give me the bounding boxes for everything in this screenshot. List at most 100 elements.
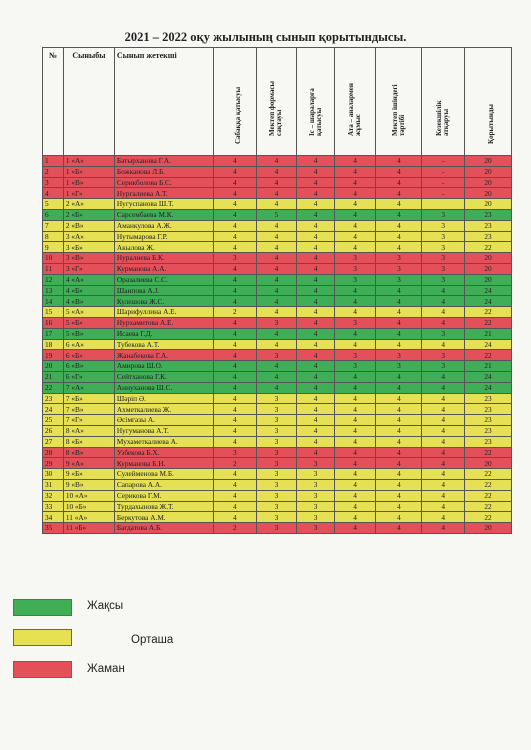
class-name: 10 «Б» [62,500,115,513]
row-number: 7 [42,219,64,232]
table-row: 17 5 «В» Исаева Г.Д. 4 4 4 4 4 3 21 [42,327,512,340]
class-name: 8 «А» [62,424,115,437]
total-score: 24 [464,338,512,351]
parents-score: 4 [333,284,377,297]
table-row: 21 6 «Г» Сейтханова Г.К. 4 4 4 4 4 4 24 [42,370,512,383]
total-score: 20 [464,176,512,189]
class-name: 9 «Б» [62,468,115,480]
attendance-score: 4 [212,176,257,189]
uniform-score: 4 [255,360,298,372]
attendance-score: 4 [212,327,257,340]
events-score: 4 [296,435,335,448]
table-row: 20 6 «В» Амирова Ш.О. 4 4 4 3 3 3 21 [42,360,512,372]
class-name: 4 «Б» [62,284,115,297]
attendance-score: 4 [212,241,257,254]
total-score: 23 [464,424,512,437]
duty-score: 4 [421,468,466,480]
total-score: 22 [464,349,512,362]
teacher-name: Аманкулова А.Ж. [113,219,214,232]
uniform-score: 4 [255,338,298,351]
duty-score: 3 [421,252,466,264]
duty-score: 3 [421,327,466,340]
duty-score: 4 [421,424,466,437]
row-number: 20 [42,360,64,372]
attendance-score: 4 [212,424,257,437]
attendance-score: 4 [212,198,257,210]
header-attendance: Сабаққа қатысуы [212,47,257,156]
parents-score: 4 [333,338,377,351]
uniform-score: 4 [255,165,298,178]
parents-score: 4 [333,457,377,470]
events-score: 4 [296,306,335,318]
total-score: 20 [464,165,512,178]
uniform-score: 4 [255,187,298,200]
parents-score: 4 [333,392,377,405]
class-name: 8 «Б» [62,435,115,448]
class-name: 4 «А» [62,273,115,286]
parents-score: 4 [333,219,377,232]
duty-score: 4 [421,511,466,524]
events-score: 3 [296,511,335,524]
header-events: Іс – шараларға қатысуы [296,47,335,156]
attendance-score: 3 [212,252,257,264]
duty-score: 3 [421,262,466,275]
table-row: 27 8 «Б» Мухаметкалиева А. 4 3 4 4 4 4 23 [42,435,512,448]
class-name: 2 «А» [62,198,115,210]
attendance-score: 2 [212,522,257,534]
attendance-score: 4 [212,284,257,297]
events-score: 3 [296,489,335,502]
class-name: 6 «А» [62,338,115,351]
parents-score: 3 [333,262,377,275]
teacher-name: Божканова Л.Б. [113,165,214,178]
teacher-name: Нургалиева А.Т. [113,187,214,200]
uniform-score: 4 [255,176,298,189]
total-score: 20 [464,187,512,200]
order-score: 4 [375,241,423,254]
parents-score: 4 [333,165,377,178]
parents-score: 3 [333,349,377,362]
uniform-score: 4 [255,219,298,232]
parents-score: 4 [333,155,377,167]
uniform-score: 3 [255,446,298,459]
attendance-score: 4 [212,370,257,383]
teacher-name: Нуралиева Б.К. [113,252,214,264]
order-score: 4 [375,446,423,459]
order-score: 4 [375,522,423,534]
total-score: 23 [464,208,512,221]
summary-table: № Сыныбы Сынып жетекші Сабаққа қатысуы М… [42,47,512,534]
teacher-name: Курманова А.А. [113,262,214,275]
parents-score: 4 [333,306,377,318]
events-score: 3 [296,457,335,470]
events-score: 4 [296,327,335,340]
total-score: 22 [464,489,512,502]
class-name: 10 «А» [62,489,115,502]
duty-score: 4 [421,489,466,502]
duty-score: 3 [421,230,466,243]
teacher-name: Әсімгазы А. [113,414,214,426]
total-score: 24 [464,284,512,297]
uniform-score: 3 [255,489,298,502]
table-row: 19 6 «Б» Жанабекова Г.А. 4 3 4 3 3 3 22 [42,349,512,362]
duty-score: - [421,165,466,178]
total-score: 20 [464,198,512,210]
parents-score: 4 [333,176,377,189]
legend-average-label: Орташа [131,634,174,646]
header-duty-line2: атқаруы [442,109,451,137]
uniform-score: 4 [255,306,298,318]
table-row: 25 7 «Г» Әсімгазы А. 4 3 4 4 4 4 23 [42,414,512,426]
order-score: 3 [375,252,423,264]
parents-score: 4 [333,435,377,448]
row-number: 13 [42,284,64,297]
uniform-score: 4 [255,295,298,308]
table-row: 34 11 «А» Беркутова А.М. 4 3 3 4 4 4 22 [42,511,512,524]
parents-score: 4 [333,198,377,210]
table-row: 29 9 «А» Курманова Б.Н. 2 3 3 4 4 4 20 [42,457,512,470]
events-score: 4 [296,208,335,221]
events-score: 4 [296,349,335,362]
uniform-score: 3 [255,522,298,534]
order-score: 4 [375,489,423,502]
teacher-name: Багдатова А.Б. [113,522,214,534]
uniform-score: 3 [255,403,298,416]
parents-score: 4 [333,230,377,243]
